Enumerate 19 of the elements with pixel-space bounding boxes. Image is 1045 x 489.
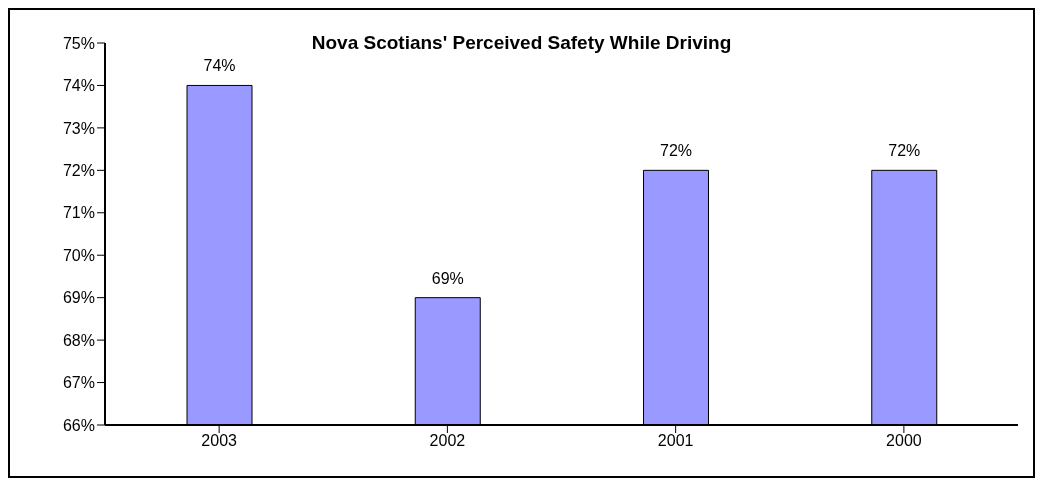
y-tick-label: 74%: [62, 77, 95, 95]
y-tick-label: 73%: [62, 119, 95, 137]
y-tick-label: 69%: [62, 289, 95, 307]
y-tick-label: 70%: [62, 246, 95, 264]
x-tick-label: 2001: [657, 432, 694, 450]
chart-title: Nova Scotians' Perceived Safety While Driving: [311, 32, 732, 53]
data-label: 69%: [431, 269, 464, 287]
y-tick-label: 68%: [62, 331, 95, 349]
data-label: 72%: [888, 142, 921, 160]
x-tick-label: 2003: [201, 432, 238, 450]
data-label: 72%: [659, 142, 693, 160]
y-tick-label: 72%: [62, 162, 95, 180]
data-label: 74%: [203, 57, 236, 75]
y-tick-label: 67%: [62, 374, 95, 392]
y-tick-label: 75%: [62, 34, 95, 52]
x-tick-label: 2000: [886, 432, 922, 450]
y-tick-label: 66%: [62, 416, 95, 434]
y-tick-label: 71%: [62, 204, 95, 222]
x-tick-label: 2002: [429, 432, 466, 450]
